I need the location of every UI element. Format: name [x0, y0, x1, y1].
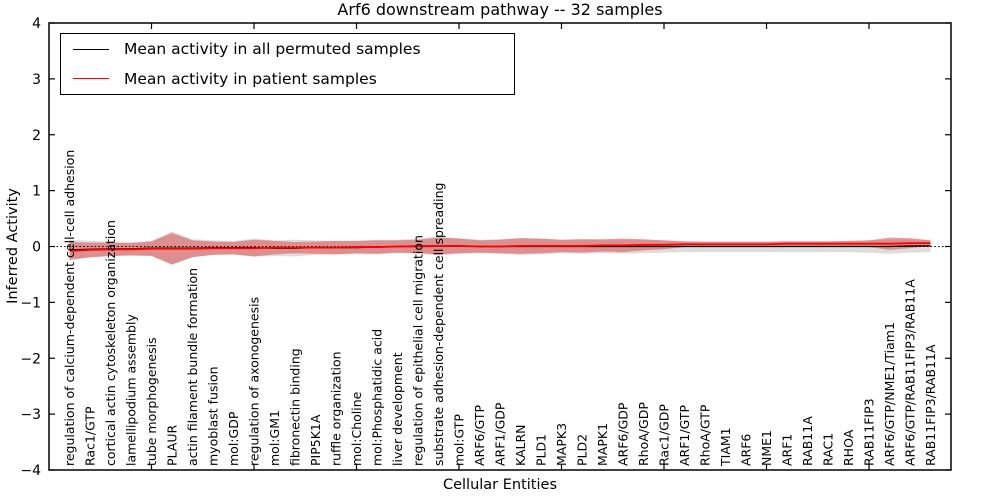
x-tick-label: PIP5K1A [308, 414, 323, 466]
legend: Mean activity in all permuted samples Me… [60, 33, 515, 95]
x-tick-label: substrate adhesion-dependent cell spread… [431, 183, 446, 466]
x-tick-label: liver development [390, 352, 405, 466]
x-tick-label: MAPK3 [554, 423, 569, 466]
y-tick-label: −2 [20, 351, 41, 367]
x-tick-label: RhoA/GDP [636, 402, 651, 466]
x-tick-label: Rac1/GTP [83, 406, 98, 466]
x-tick-label: RAC1 [821, 433, 836, 466]
patient-mean-line [69, 242, 931, 252]
x-tick-label: PLAUR [165, 425, 180, 466]
x-tick-label: ARF6/GTP/RAB11FIP3/RAB11A [903, 279, 918, 466]
patient-line-swatch [73, 78, 109, 80]
x-tick-label: PLD1 [534, 434, 549, 466]
x-tick-label: ARF1 [780, 434, 795, 466]
chart-title: Arf6 downstream pathway -- 32 samples [337, 0, 663, 19]
x-tick-label: regulation of calcium-dependent cell-cel… [62, 150, 77, 466]
permuted-line-swatch [73, 48, 109, 50]
x-tick-label: ruffle organization [329, 351, 344, 466]
x-tick-label: regulation of axonogenesis [247, 297, 262, 466]
x-tick-label: RAB11A [800, 416, 815, 466]
y-axis-label: Inferred Activity [5, 188, 21, 304]
legend-entry-permuted: Mean activity in all permuted samples [61, 35, 514, 63]
x-tick-label: fibronectin binding [288, 348, 303, 466]
x-tick-label: ARF6/GTP/NME1/Tiam1 [882, 322, 897, 466]
y-tick-label: −4 [20, 463, 41, 479]
x-tick-label: Rac1/GDP [657, 404, 672, 466]
x-tick-label: ARF6/GDP [616, 402, 631, 466]
y-tick-label: −1 [20, 295, 41, 311]
legend-label-permuted: Mean activity in all permuted samples [124, 40, 421, 59]
x-tick-label: ARF1/GDP [493, 402, 508, 466]
y-tick-label: 1 [32, 184, 41, 200]
legend-entry-patient: Mean activity in patient samples [61, 65, 514, 93]
x-tick-label: ARF6/GTP [472, 405, 487, 466]
x-tick-label: lamellipodium assembly [124, 314, 139, 466]
x-tick-label: RhoA/GTP [698, 404, 713, 466]
x-tick-label: mol:GDP [226, 411, 241, 466]
x-tick-label: ARF1/GTP [677, 405, 692, 466]
x-tick-label: mol:Phosphatidic acid [370, 329, 385, 466]
x-tick-label: TIAM1 [718, 427, 733, 467]
x-tick-label: mol:Choline [349, 391, 364, 466]
x-tick-label: RHOA [841, 429, 856, 466]
x-tick-label: actin filament bundle formation [185, 268, 200, 466]
x-tick-label: mol:GM1 [267, 410, 282, 466]
x-tick-label: myoblast fusion [206, 366, 221, 466]
legend-label-patient: Mean activity in patient samples [124, 69, 377, 88]
x-tick-label: PLD2 [575, 434, 590, 466]
y-tick-label: 0 [32, 240, 41, 256]
patient-band [69, 233, 931, 265]
permuted-band [69, 231, 931, 265]
x-tick-label: NME1 [759, 430, 774, 466]
x-tick-label: MAPK1 [595, 423, 610, 466]
x-tick-label: regulation of epithelial cell migration [411, 235, 426, 466]
y-tick-label: 3 [32, 72, 41, 88]
x-axis-label: Cellular Entities [442, 477, 558, 493]
y-tick-label: −3 [20, 407, 41, 423]
x-tick-label: mol:GTP [452, 414, 467, 466]
x-tick-label: KALRN [513, 424, 528, 466]
y-tick-label: 4 [32, 16, 41, 32]
y-tick-label: 2 [32, 128, 41, 144]
x-tick-label: RAB11FIP3/RAB11A [923, 344, 938, 466]
x-tick-label: tube morphogenesis [144, 337, 159, 466]
x-tick-label: RAB11FIP3 [862, 398, 877, 466]
x-tick-label: cortical actin cytoskeleton organization [103, 220, 118, 466]
x-tick-label: ARF6 [739, 434, 754, 466]
